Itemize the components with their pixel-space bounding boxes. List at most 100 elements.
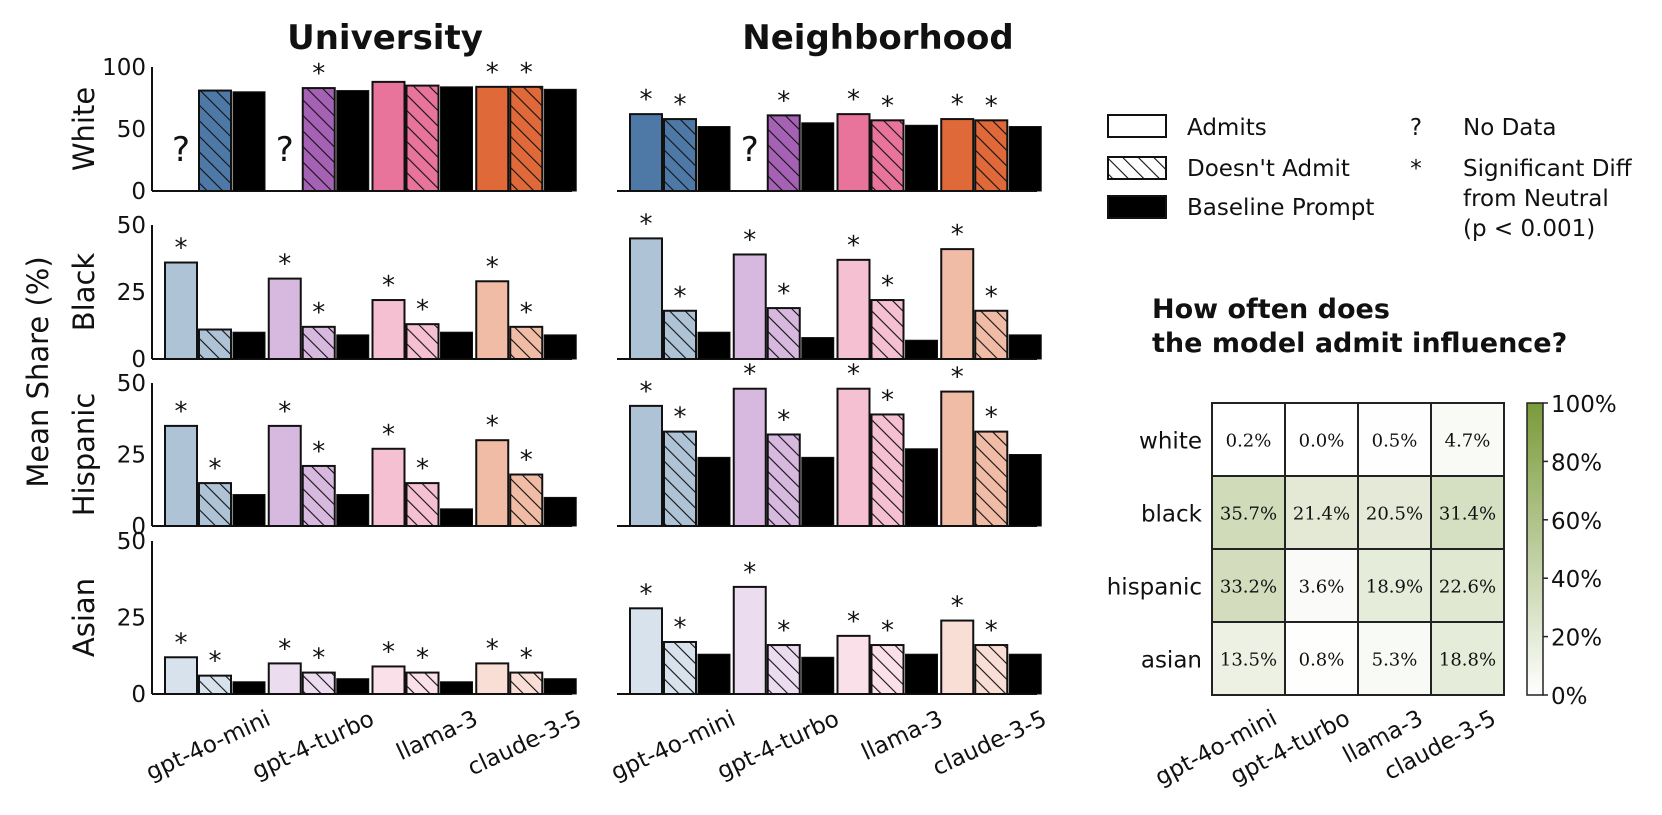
heatmap-cell: [1211, 475, 1286, 550]
significance-star: *: [486, 634, 499, 664]
legend-label-significant-2: from Neutral: [1463, 186, 1609, 212]
heatmap-cell-value: 33.2%: [1220, 577, 1277, 598]
significance-star: *: [951, 220, 964, 250]
y-tick-label: 0: [131, 179, 146, 205]
bar-doesnt-admit-llama-3: [870, 299, 905, 361]
bar-baseline-claude-3-5: [543, 334, 577, 360]
legend-no-data-symbol: ?: [1410, 115, 1422, 141]
bar-admits-gpt-4o-mini: [164, 424, 198, 527]
bar-admits-llama-3: [371, 665, 406, 696]
significance-star: *: [520, 298, 533, 328]
heatmap-title-line-2: the model admit influence?: [1152, 328, 1567, 359]
significance-star: *: [209, 454, 222, 484]
bar-baseline-gpt-4-turbo: [336, 494, 370, 527]
bar-doesnt-admit-claude-3-5: [509, 473, 544, 527]
bar-doesnt-admit-gpt-4o-mini: [663, 430, 697, 527]
bar-admits-gpt-4o-mini: [629, 113, 663, 192]
bar-doesnt-admit-claude-3-5: [509, 85, 544, 192]
bar-baseline-gpt-4-turbo: [336, 678, 370, 695]
y-tick-label: 50: [117, 529, 146, 555]
legend-sig-symbol: *: [1410, 156, 1422, 182]
significance-star: *: [312, 644, 325, 674]
bar-baseline-gpt-4-turbo: [801, 337, 835, 360]
heatmap-cell-value: 31.4%: [1439, 504, 1496, 525]
y-tick-label: 0: [131, 514, 146, 540]
significance-star: *: [951, 592, 964, 622]
colorbar-tick-label: 20%: [1551, 626, 1602, 652]
significance-star: *: [777, 616, 790, 646]
significance-star: *: [486, 252, 499, 282]
heatmap-cell-value: 13.5%: [1220, 650, 1277, 671]
bar-baseline-gpt-4-turbo: [336, 334, 370, 360]
bar-admits-gpt-4o-mini: [164, 656, 198, 696]
bar-admits-llama-3: [371, 447, 406, 527]
row-label-black: Black: [67, 253, 101, 332]
significance-star: *: [881, 616, 894, 646]
significance-star: *: [640, 377, 653, 407]
no-data-marker: ?: [172, 130, 190, 170]
bar-doesnt-admit-llama-3: [405, 323, 440, 361]
heatmap-cell: [1284, 548, 1359, 623]
significance-star: *: [847, 607, 860, 637]
x-tick-label-claude-3-5: claude-3-5: [464, 706, 586, 781]
significance-star: *: [777, 405, 790, 435]
legend-label-significant-3: (p < 0.001): [1463, 216, 1595, 242]
significance-star: *: [416, 644, 429, 674]
heatmap-cell-value: 0.0%: [1299, 431, 1345, 452]
significance-star: *: [520, 58, 533, 88]
significance-star: *: [278, 250, 291, 280]
significance-star: *: [175, 397, 188, 427]
y-tick-label: 50: [117, 371, 146, 397]
heatmap-cell: [1430, 475, 1505, 550]
bar-baseline-llama-3: [440, 681, 473, 695]
bar-doesnt-admit-claude-3-5: [509, 671, 544, 696]
significance-star: *: [743, 225, 756, 255]
significance-star: *: [278, 634, 291, 664]
bar-baseline-gpt-4o-mini: [697, 456, 731, 527]
bar-baseline-gpt-4-turbo: [801, 656, 835, 695]
bar-baseline-claude-3-5: [1008, 126, 1042, 192]
heatmap-cell-value: 5.3%: [1372, 650, 1418, 671]
row-label-white: White: [67, 87, 101, 171]
bar-doesnt-admit-llama-3: [870, 644, 905, 695]
panel-neighborhood: * *?* * * * ********************* * ***gpt-4o-m…: [607, 85, 1050, 786]
colorbar-gradient: [1526, 402, 1544, 696]
bar-baseline-llama-3: [905, 124, 938, 192]
bar-admits-gpt-4-turbo: [267, 662, 302, 696]
significance-star: *: [640, 209, 653, 239]
bar-doesnt-admit-llama-3: [870, 413, 905, 527]
heatmap: 0.2% 0.0% 0.5% 4.7% white 35.7% 21.4% 20.5% 31.4…: [1107, 402, 1505, 791]
heatmap-title-line-1: How often does: [1152, 294, 1390, 325]
significance-star: *: [640, 579, 653, 609]
y-tick-label: 25: [117, 443, 146, 469]
significance-star: *: [175, 628, 188, 658]
significance-star: *: [382, 420, 395, 450]
bar-admits-claude-3-5: [940, 118, 975, 192]
significance-star: *: [777, 86, 790, 116]
legend-label-baseline: Baseline Prompt: [1187, 195, 1374, 221]
bar-admits-gpt-4-turbo: [732, 585, 767, 696]
bar-doesnt-admit-gpt-4-turbo: [301, 87, 336, 192]
bar-admits-gpt-4o-mini: [629, 607, 663, 696]
bar-doesnt-admit-llama-3: [870, 119, 905, 192]
legend-swatch-baseline: [1107, 195, 1167, 219]
heatmap-title: How often does the model admit influence…: [1152, 294, 1567, 359]
significance-star: *: [312, 437, 325, 467]
significance-star: *: [640, 85, 653, 115]
bar-baseline-gpt-4o-mini: [232, 494, 266, 527]
y-tick-label: 25: [117, 606, 146, 632]
colorbar: 0% 20% 40% 60% 80% 100%: [1526, 392, 1617, 710]
y-tick-label: 0: [131, 347, 146, 373]
bar-admits-gpt-4-turbo: [732, 253, 767, 360]
bar-doesnt-admit-gpt-4-turbo: [766, 433, 801, 528]
bar-baseline-llama-3: [905, 448, 938, 527]
row-black: 0 25 50 Black * * * * * * *: [67, 213, 577, 373]
bar-baseline-gpt-4o-mini: [697, 126, 731, 192]
bar-admits-claude-3-5: [475, 280, 510, 360]
bar-doesnt-admit-gpt-4o-mini: [198, 89, 232, 192]
heatmap-cell-value: 35.7%: [1220, 504, 1277, 525]
significance-star: *: [175, 234, 188, 264]
row-black: * * * * * * * *: [617, 209, 1042, 361]
